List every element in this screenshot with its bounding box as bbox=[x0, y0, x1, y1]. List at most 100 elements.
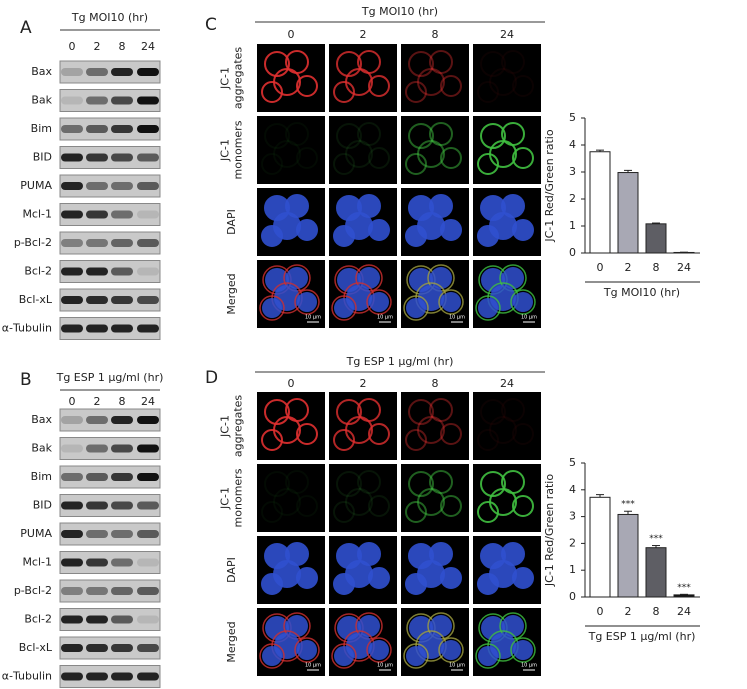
band bbox=[111, 615, 133, 624]
x-tick-label: 24 bbox=[677, 605, 691, 618]
panel-label: D bbox=[205, 368, 218, 388]
protein-label: p-Bcl-2 bbox=[14, 236, 52, 249]
band bbox=[137, 324, 159, 333]
scale-bar-label: 10 μm bbox=[305, 315, 321, 321]
y-tick-label: 1 bbox=[569, 219, 576, 232]
cell bbox=[333, 429, 355, 451]
scale-bar-label: 10 μm bbox=[305, 663, 321, 669]
protein-label: α-Tubulin bbox=[2, 322, 52, 335]
band bbox=[111, 125, 133, 133]
band bbox=[86, 416, 108, 424]
protein-label: BID bbox=[33, 499, 52, 512]
blot bbox=[59, 465, 161, 489]
band bbox=[111, 416, 133, 424]
time-label: 0 bbox=[288, 377, 295, 390]
cell bbox=[480, 471, 506, 497]
band bbox=[111, 153, 133, 162]
bar bbox=[673, 251, 695, 254]
x-axis-label: Tg MOI10 (hr) bbox=[603, 286, 680, 299]
time-label: 8 bbox=[432, 28, 439, 41]
cell bbox=[297, 640, 317, 660]
cell bbox=[261, 225, 283, 247]
band bbox=[111, 501, 133, 510]
band bbox=[137, 416, 159, 424]
cell bbox=[512, 423, 534, 445]
y-tick-label: 0 bbox=[569, 590, 576, 603]
band bbox=[137, 96, 159, 105]
band bbox=[86, 239, 108, 247]
band bbox=[61, 182, 83, 190]
cell bbox=[512, 75, 534, 97]
band bbox=[111, 444, 133, 453]
cell-rim bbox=[510, 637, 536, 663]
protein-label: Bcl-2 bbox=[24, 613, 52, 626]
cell bbox=[333, 225, 355, 247]
cell bbox=[489, 68, 517, 96]
band bbox=[111, 324, 133, 333]
band bbox=[86, 672, 108, 681]
band bbox=[137, 239, 159, 247]
micrograph bbox=[329, 464, 397, 532]
band bbox=[61, 324, 83, 333]
band bbox=[61, 267, 83, 276]
band bbox=[111, 96, 133, 105]
cell-rim bbox=[294, 289, 320, 315]
band bbox=[86, 324, 108, 333]
cell-rim bbox=[366, 289, 392, 315]
y-axis-label: JC-1 Red/Green ratio bbox=[543, 474, 556, 587]
blot bbox=[59, 579, 161, 603]
y-tick-label: 5 bbox=[569, 111, 576, 124]
protein-label: PUMA bbox=[20, 527, 52, 540]
band bbox=[61, 473, 83, 481]
protein-label: Bax bbox=[31, 65, 52, 78]
blot bbox=[59, 203, 161, 226]
cell bbox=[405, 153, 427, 175]
cell bbox=[440, 495, 462, 517]
cell-rim bbox=[331, 295, 357, 321]
bar bbox=[673, 594, 695, 598]
cell-rim bbox=[259, 295, 285, 321]
cell bbox=[406, 646, 426, 666]
bar bbox=[645, 223, 667, 254]
protein-label: Bim bbox=[31, 122, 52, 135]
cell-rim bbox=[366, 637, 392, 663]
micrograph bbox=[473, 44, 541, 112]
cell bbox=[264, 123, 290, 149]
time-label: 8 bbox=[119, 395, 126, 408]
row-label: Merged bbox=[225, 273, 238, 314]
band bbox=[137, 615, 159, 624]
row-label: Merged bbox=[225, 621, 238, 662]
band bbox=[137, 296, 159, 304]
cell bbox=[262, 298, 282, 318]
cell bbox=[296, 219, 318, 241]
band bbox=[61, 96, 83, 105]
cell bbox=[512, 147, 534, 169]
cell bbox=[478, 646, 498, 666]
cell bbox=[296, 567, 318, 589]
treatment-label: Tg ESP 1 μg/ml (hr) bbox=[56, 371, 164, 384]
bar bbox=[617, 513, 639, 598]
blot bbox=[59, 551, 161, 574]
cell bbox=[477, 225, 499, 247]
protein-label: α-Tubulin bbox=[2, 670, 52, 683]
cell bbox=[369, 292, 389, 312]
row-label: JC-1 bbox=[219, 487, 232, 510]
blot bbox=[59, 174, 161, 198]
band bbox=[61, 239, 83, 247]
cell bbox=[261, 81, 283, 103]
y-axis-label: JC-1 Red/Green ratio bbox=[543, 129, 556, 242]
cell bbox=[440, 147, 462, 169]
treatment-label: Tg ESP 1 μg/ml (hr) bbox=[346, 355, 454, 368]
band bbox=[61, 501, 83, 510]
band bbox=[111, 68, 133, 76]
blot bbox=[59, 437, 161, 460]
scale-bar-label: 10 μm bbox=[449, 315, 465, 321]
cell bbox=[513, 640, 533, 660]
cell bbox=[333, 501, 355, 523]
cell-rim bbox=[438, 637, 464, 663]
cell bbox=[405, 501, 427, 523]
cell bbox=[480, 123, 506, 149]
micrograph bbox=[329, 116, 397, 184]
x-tick-label: 0 bbox=[597, 261, 604, 274]
